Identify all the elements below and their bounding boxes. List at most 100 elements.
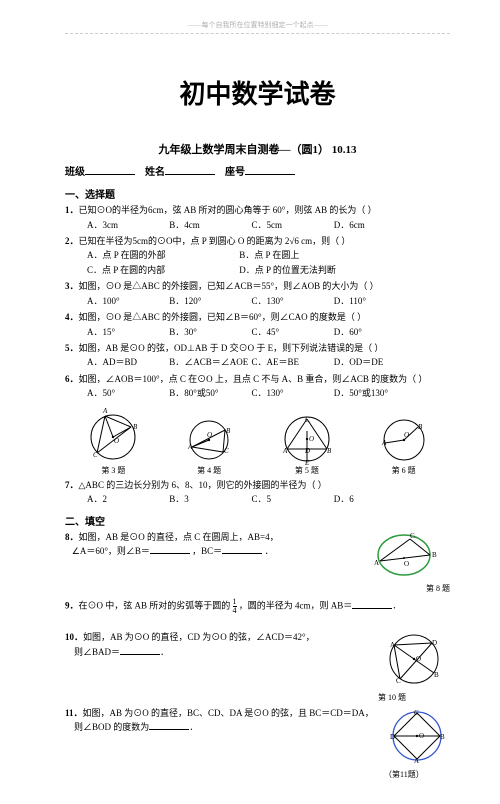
q9-a: 在⊙O 中，弦 AB 所对的劣弧等于圆的 <box>79 601 233 611</box>
q3-opt-b: B．120° <box>169 294 249 308</box>
sub-title: 九年级上数学周末自测卷—（圆1） 10.13 <box>65 141 450 157</box>
q7-opt-a: A．2 <box>87 492 167 506</box>
q7-opt-c: C．5 <box>252 492 332 506</box>
q4-opt-b: B．30° <box>169 325 249 339</box>
q1-opt-a: A．3cm <box>87 218 167 232</box>
svg-text:B: B <box>418 423 423 431</box>
question-2: 2．已知在半径为5cm的⊙O中，点 P 到圆心 O 的距离为 2√6 cm，则（… <box>65 235 450 277</box>
q10-c: ． <box>160 647 169 657</box>
q2-opt-b: B．点 P 在圆上 <box>239 248 389 262</box>
label-seat: 座号 <box>225 167 245 178</box>
section-2-heading: 二、填空 <box>65 513 450 528</box>
q6-opt-b: B．80°或50° <box>169 386 249 400</box>
q10-blank <box>120 645 160 655</box>
q8-line1: 如图，AB 是⊙O 的直径，点 C 在圆周上，AB=4， <box>79 532 279 542</box>
q1-opt-c: C．5cm <box>252 218 332 232</box>
q10-b: 则∠BAD＝ <box>74 647 120 657</box>
section-1-heading: 一、选择题 <box>65 186 450 201</box>
svg-text:B: B <box>327 447 332 455</box>
blank-class <box>85 164 135 175</box>
question-4: 4．如图，⊙O 是△ABC 的外接圆，已知∠B＝60°，则∠CAO 的度数是（ … <box>65 311 450 339</box>
q5-opt-d: D．OD＝DE <box>334 355 414 369</box>
q6-opt-d: D．50°或130° <box>334 386 414 400</box>
svg-text:C: C <box>410 532 415 540</box>
figure-8: A B C O 第 8 题 <box>370 531 450 596</box>
q3-text: 如图，⊙O 是△ABC 的外接圆，已知∠ACB＝55°，则∠AOB 的大小为（ … <box>79 281 379 291</box>
question-8: A B C O 第 8 题 8．如图，AB 是⊙O 的直径，点 C 在圆周上，A… <box>65 531 450 596</box>
q11-b: 则∠BOD 的度数为 <box>74 722 149 732</box>
blank-seat <box>245 164 295 175</box>
q8-line3: ，BC＝ <box>192 546 222 556</box>
q9-b: ，圆的半径为 4cm，则 AB＝ <box>239 601 353 611</box>
q1-text: 已知⊙O的半径为6cm，弦 AB 所对的圆心角等于 60°，则弦 AB 的长为（… <box>79 205 377 215</box>
figure-4: A C B O 第 4 题 <box>180 415 238 476</box>
figure-6: O A B 第 6 题 <box>376 415 432 476</box>
figure-4-caption: 第 4 题 <box>180 465 238 476</box>
svg-text:B: B <box>440 733 445 741</box>
question-10: A B D C O 第 10 题 10．如图，AB 为⊙O 的直径，CD 为⊙O… <box>65 631 450 704</box>
figure-11: C B D A O （第11题） <box>384 707 450 782</box>
question-11: C B D A O （第11题） 11．如图，AB 为⊙O 的直径，BC、CD、… <box>65 707 450 782</box>
q11-a: 如图，AB 为⊙O 的直径，BC、CD、DA 是⊙O 的弦，且 BC＝CD＝DA… <box>83 708 374 718</box>
q4-opt-c: C．45° <box>252 325 332 339</box>
q6-opt-c: C．130° <box>252 386 332 400</box>
info-line: 班级 姓名 座号 <box>65 163 450 178</box>
q10-a: 如图，AB 为⊙O 的直径，CD 为⊙O 的弦，∠ACD＝42°， <box>83 632 315 642</box>
q5-opt-c: C．AE＝BE <box>252 355 332 369</box>
q2-text: 已知在半径为5cm的⊙O中，点 P 到圆心 O 的距离为 2√6 cm，则（ ） <box>79 236 351 246</box>
q8-line2: ∠A＝60°，则∠B＝ <box>72 546 150 556</box>
q4-opt-a: A．15° <box>87 325 167 339</box>
question-6: 6．如图，∠AOB＝100°，点 C 在⊙O 上，且点 C 不与 A、B 重合，… <box>65 373 450 401</box>
q4-opt-d: D．60° <box>334 325 414 339</box>
figure-10-caption: 第 10 题 <box>378 692 450 704</box>
header-note: ——每个自我所在位置特别细定一个起点—— <box>65 20 450 34</box>
q11-c: ． <box>189 722 198 732</box>
q7-text: △ABC 的三边长分别为 6、8、10，则它的外接圆的半径为（ ） <box>79 480 327 490</box>
figure-5: C A B O D E 第 5 题 <box>275 413 339 476</box>
figure-row-1: A B C O 第 3 题 A C B O <box>65 407 450 476</box>
figure-11-caption: （第11题） <box>384 769 450 781</box>
svg-text:B: B <box>133 423 138 431</box>
figure-3: A B C O 第 3 题 <box>83 407 143 476</box>
q7-opt-b: B．3 <box>169 492 249 506</box>
svg-text:O: O <box>309 435 314 443</box>
q8-line4: ． <box>264 546 273 556</box>
q3-opt-d: D．110° <box>334 294 414 308</box>
question-1: 1．已知⊙O的半径为6cm，弦 AB 所对的圆心角等于 60°，则弦 AB 的长… <box>65 204 450 232</box>
q9-c: ． <box>392 601 401 611</box>
figure-10: A B D C O 第 10 题 <box>378 631 450 704</box>
q4-text: 如图，⊙O 是△ABC 的外接圆，已知∠B＝60°，则∠CAO 的度数是（ ） <box>79 312 367 322</box>
label-class: 班级 <box>65 167 85 178</box>
question-7: 7．△ABC 的三边长分别为 6、8、10，则它的外接圆的半径为（ ） A．2 … <box>65 479 450 507</box>
main-title: 初中数学试卷 <box>65 74 450 111</box>
q2-opt-d: D．点 P 的位置无法判断 <box>239 263 389 277</box>
q3-opt-a: A．100° <box>87 294 167 308</box>
svg-text:B: B <box>432 551 437 559</box>
label-name: 姓名 <box>145 167 165 178</box>
svg-text:O: O <box>404 560 409 568</box>
q2-opt-a: A．点 P 在圆的外部 <box>87 248 237 262</box>
svg-text:D: D <box>432 639 437 647</box>
q3-opt-c: C．130° <box>252 294 332 308</box>
blank-name <box>165 164 215 175</box>
svg-text:B: B <box>226 427 231 435</box>
question-3: 3．如图，⊙O 是△ABC 的外接圆，已知∠ACB＝55°，则∠AOB 的大小为… <box>65 280 450 308</box>
figure-5-caption: 第 5 题 <box>275 465 339 476</box>
q5-opt-b: B．∠ACB＝∠AOE <box>169 355 249 369</box>
q5-opt-a: A．AD＝BD <box>87 355 167 369</box>
q9-blank <box>352 599 392 609</box>
q5-text: 如图，AB 是⊙O 的弦，OD⊥AB 于 D 交⊙O 于 E，则下列说法错误的是… <box>79 343 384 353</box>
q9-frac-bot: 4 <box>233 607 237 615</box>
figure-6-caption: 第 6 题 <box>376 465 432 476</box>
question-9: 9．在⊙O 中，弦 AB 所对的劣弧等于圆的 1 4 ，圆的半径为 4cm，则 … <box>65 598 450 615</box>
figure-8-caption: 第 8 题 <box>370 583 450 595</box>
svg-text:A: A <box>102 407 108 415</box>
q6-text: 如图，∠AOB＝100°，点 C 在⊙O 上，且点 C 不与 A、B 重合，则∠… <box>79 374 428 384</box>
svg-text:B: B <box>434 671 439 679</box>
q8-blank-2 <box>222 544 262 554</box>
svg-text:A: A <box>374 559 379 567</box>
q1-opt-d: D．6cm <box>334 218 414 232</box>
question-5: 5．如图，AB 是⊙O 的弦，OD⊥AB 于 D 交⊙O 于 E，则下列说法错误… <box>65 342 450 370</box>
q1-opt-b: B．4cm <box>169 218 249 232</box>
q7-opt-d: D．6 <box>334 492 414 506</box>
